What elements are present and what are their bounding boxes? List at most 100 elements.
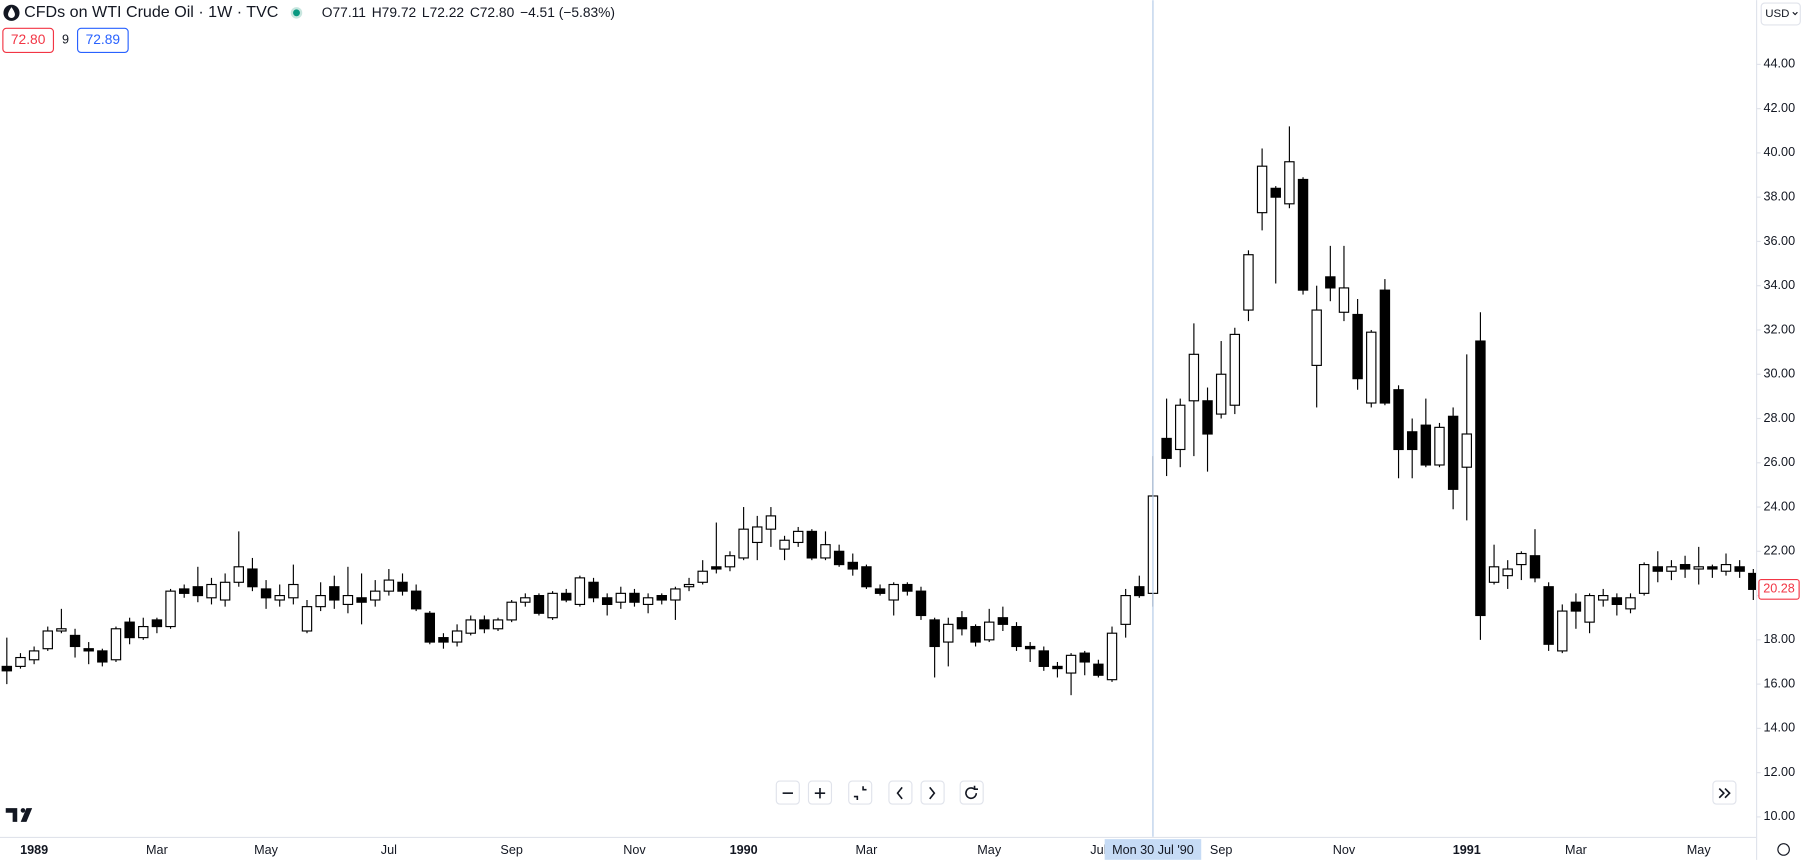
candle-body: [42, 630, 53, 650]
y-tick-label: 16.00: [1764, 676, 1796, 690]
candle-body: [670, 588, 681, 601]
currency-caret: [1792, 11, 1798, 16]
reset-chart-button[interactable]: [959, 780, 984, 805]
candle-body: [1024, 645, 1036, 650]
settings-button[interactable]: [1777, 843, 1790, 856]
y-tick-label: 26.00: [1764, 455, 1796, 469]
ohlc-value: L72.22: [422, 4, 464, 19]
y-tick-label: 10.00: [1764, 809, 1796, 823]
last-price-label: 20.28: [1763, 582, 1795, 596]
candle-body: [492, 619, 504, 630]
candle-body: [1584, 595, 1595, 623]
candle-body: [1202, 400, 1213, 435]
reset-scale-button[interactable]: [848, 780, 873, 805]
candle-body: [1270, 187, 1281, 198]
candle-body: [1720, 564, 1732, 572]
candle-body: [56, 628, 67, 632]
candle-body: [1475, 340, 1486, 617]
candle-body: [792, 530, 804, 544]
sell-button[interactable]: [2, 27, 55, 54]
candle-body: [588, 581, 599, 599]
candle-body: [1, 665, 13, 672]
zoom-out-button[interactable]: [775, 780, 800, 805]
candle-body: [397, 581, 408, 592]
x-tick-label: Sep: [1210, 843, 1232, 857]
candle-body: [410, 590, 422, 610]
zoom-in-button[interactable]: [807, 780, 833, 805]
scroll-left-button[interactable]: [888, 780, 913, 805]
candle-body: [192, 586, 204, 597]
tradingview-logo[interactable]: [5, 808, 33, 822]
x-tick-label: Sep: [500, 843, 522, 857]
candle-body: [574, 577, 586, 606]
candle-body: [83, 648, 94, 652]
candle-body: [806, 530, 818, 559]
y-tick-label: 14.00: [1764, 721, 1796, 735]
candle-body: [1134, 586, 1145, 597]
x-tick-label: 1990: [730, 843, 758, 857]
candle-body: [342, 595, 354, 606]
candle-body: [1338, 287, 1350, 313]
candle-body: [697, 570, 708, 583]
candle-body: [1379, 289, 1391, 404]
candle-body: [329, 586, 340, 601]
candle-body: [683, 583, 695, 588]
x-tick-label: May: [254, 843, 279, 857]
candle-body: [28, 650, 40, 661]
candle-body: [370, 590, 381, 601]
candle-body: [1229, 333, 1241, 406]
symbol-icon-drop: [8, 7, 15, 18]
candle-body: [424, 612, 436, 643]
candle-body: [874, 588, 886, 594]
candle-body: [1406, 431, 1418, 451]
y-tick-label: 12.00: [1764, 765, 1796, 779]
candle-body: [1243, 254, 1254, 311]
scroll-to-realtime-button[interactable]: [1712, 780, 1737, 805]
buy-button[interactable]: [76, 27, 129, 54]
currency-button[interactable]: [1760, 2, 1801, 26]
candle-body: [178, 588, 190, 594]
candle-body: [738, 528, 749, 559]
candle-body: [1393, 389, 1404, 451]
candle-body: [1311, 309, 1322, 366]
crosshair-label: Mon 30 Jul '90: [1112, 843, 1194, 857]
candle-body: [547, 592, 558, 619]
candle-body: [1625, 597, 1636, 610]
candle-body: [888, 583, 899, 601]
candle-body: [1488, 566, 1500, 583]
candle-body: [1297, 178, 1309, 291]
candle-body: [943, 623, 954, 643]
candle-body: [642, 597, 654, 606]
candle-body: [902, 583, 913, 592]
candle-body: [1516, 552, 1527, 566]
candle-body: [1570, 601, 1582, 612]
market-status-dot: [293, 9, 300, 17]
x-tick-label: May: [1687, 843, 1712, 857]
candle-body: [1461, 433, 1472, 468]
x-tick-label: Jul: [1090, 843, 1106, 857]
candle-body: [479, 619, 490, 630]
ohlc-value: −4.51 (−5.83%): [520, 4, 615, 19]
y-tick-label: 42.00: [1764, 101, 1796, 115]
candle-body: [1052, 665, 1063, 670]
y-tick-label: 24.00: [1764, 499, 1796, 513]
y-tick-label: 22.00: [1764, 544, 1796, 558]
candle-body: [1352, 313, 1363, 380]
candle-body: [1748, 572, 1757, 590]
candle-body: [561, 592, 572, 601]
scroll-right-button[interactable]: [920, 780, 945, 805]
candle-body: [1106, 632, 1118, 681]
candle-body: [260, 588, 272, 599]
candle-body: [1557, 610, 1568, 652]
candle-body: [1707, 566, 1718, 570]
candle-body: [97, 650, 108, 663]
candle-body: [1188, 353, 1200, 402]
candle-body: [151, 619, 163, 628]
candle-body: [1420, 424, 1432, 466]
chart-title[interactable]: CFDs on WTI Crude Oil · 1W · TVC: [24, 3, 278, 21]
candle-body: [247, 568, 258, 588]
candle-body: [1638, 564, 1650, 594]
candle-body: [219, 581, 231, 601]
candle-body: [711, 566, 722, 570]
